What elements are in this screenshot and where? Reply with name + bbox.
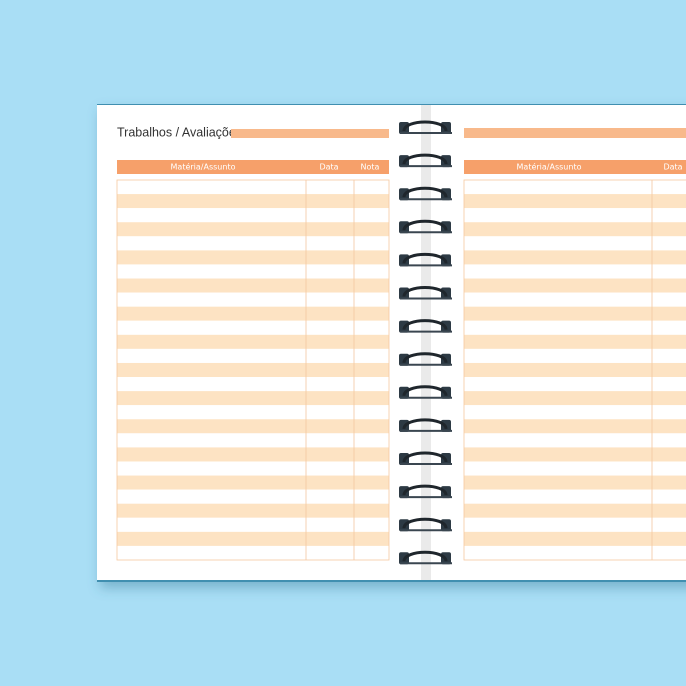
table-row bbox=[117, 306, 389, 321]
table-border bbox=[116, 179, 390, 561]
table-row bbox=[117, 278, 389, 293]
ring bbox=[402, 352, 448, 364]
table-row bbox=[117, 320, 389, 335]
table-row bbox=[117, 208, 389, 223]
table-row bbox=[464, 531, 686, 546]
table-row bbox=[464, 320, 686, 335]
header-cell: Matéria/Assunto bbox=[171, 162, 236, 172]
header-cell: Nota bbox=[361, 163, 380, 172]
table-row bbox=[464, 348, 686, 363]
table-row bbox=[464, 208, 686, 223]
ring bbox=[402, 286, 448, 298]
table-row bbox=[464, 292, 686, 307]
table-border bbox=[463, 179, 686, 561]
ring bbox=[402, 517, 448, 529]
title-line bbox=[464, 128, 686, 138]
table-row bbox=[117, 391, 389, 406]
table-row bbox=[117, 222, 389, 237]
table-row bbox=[117, 447, 389, 462]
table-row bbox=[464, 194, 686, 209]
table-row bbox=[464, 503, 686, 518]
table-row bbox=[464, 222, 686, 237]
table-row bbox=[117, 264, 389, 279]
table-row bbox=[117, 531, 389, 546]
table-row bbox=[464, 264, 686, 279]
table-row bbox=[464, 306, 686, 321]
table-row bbox=[117, 348, 389, 363]
table-row bbox=[117, 517, 389, 532]
table-row bbox=[117, 236, 389, 251]
ring bbox=[402, 153, 448, 165]
table-row bbox=[117, 180, 389, 195]
table-row bbox=[464, 278, 686, 293]
table-row bbox=[117, 405, 389, 420]
table-row bbox=[117, 545, 389, 560]
table-row bbox=[464, 362, 686, 378]
ring bbox=[402, 550, 448, 562]
spiral-binding bbox=[399, 120, 452, 565]
table-row bbox=[464, 475, 686, 490]
ring bbox=[402, 120, 448, 132]
ring bbox=[402, 319, 448, 331]
table-row bbox=[464, 517, 686, 532]
header-cell: Data bbox=[663, 163, 682, 172]
ring bbox=[402, 385, 448, 397]
title-line bbox=[231, 129, 389, 138]
table-row bbox=[464, 334, 686, 349]
table-row bbox=[464, 180, 686, 195]
gutter bbox=[421, 105, 431, 580]
table-row bbox=[117, 362, 389, 378]
table-row bbox=[117, 419, 389, 434]
table-row bbox=[117, 194, 389, 209]
table-row bbox=[464, 447, 686, 462]
table-row bbox=[464, 419, 686, 434]
table-row bbox=[464, 461, 686, 476]
table-row bbox=[117, 433, 389, 448]
table-row bbox=[117, 475, 389, 490]
header-cell: Matéria/Assunto bbox=[517, 162, 582, 172]
table-row bbox=[117, 489, 389, 504]
table-row bbox=[464, 545, 686, 560]
ring bbox=[402, 451, 448, 463]
page-title: Trabalhos / Avaliações bbox=[117, 125, 242, 139]
header-cell: Data bbox=[319, 163, 338, 172]
ring bbox=[402, 253, 448, 264]
table-row bbox=[464, 377, 686, 392]
table-row bbox=[117, 292, 389, 307]
left-page: Trabalhos / Avaliações Matéria/Assunto D… bbox=[116, 125, 390, 561]
ring bbox=[402, 418, 448, 430]
right-page: Matéria/Assunto Data bbox=[463, 128, 686, 561]
table-row bbox=[464, 250, 686, 265]
table-header bbox=[464, 160, 686, 174]
table-header bbox=[117, 160, 389, 174]
table-row bbox=[464, 489, 686, 504]
table-row bbox=[117, 503, 389, 518]
table-row bbox=[117, 334, 389, 349]
table-row bbox=[464, 405, 686, 420]
table-row bbox=[117, 461, 389, 476]
table-row bbox=[464, 236, 686, 251]
ring bbox=[402, 219, 448, 231]
table-row bbox=[464, 433, 686, 448]
table-row bbox=[464, 391, 686, 406]
table-row bbox=[117, 250, 389, 265]
ring bbox=[402, 484, 448, 496]
table-row bbox=[117, 377, 389, 392]
ring bbox=[402, 186, 448, 198]
